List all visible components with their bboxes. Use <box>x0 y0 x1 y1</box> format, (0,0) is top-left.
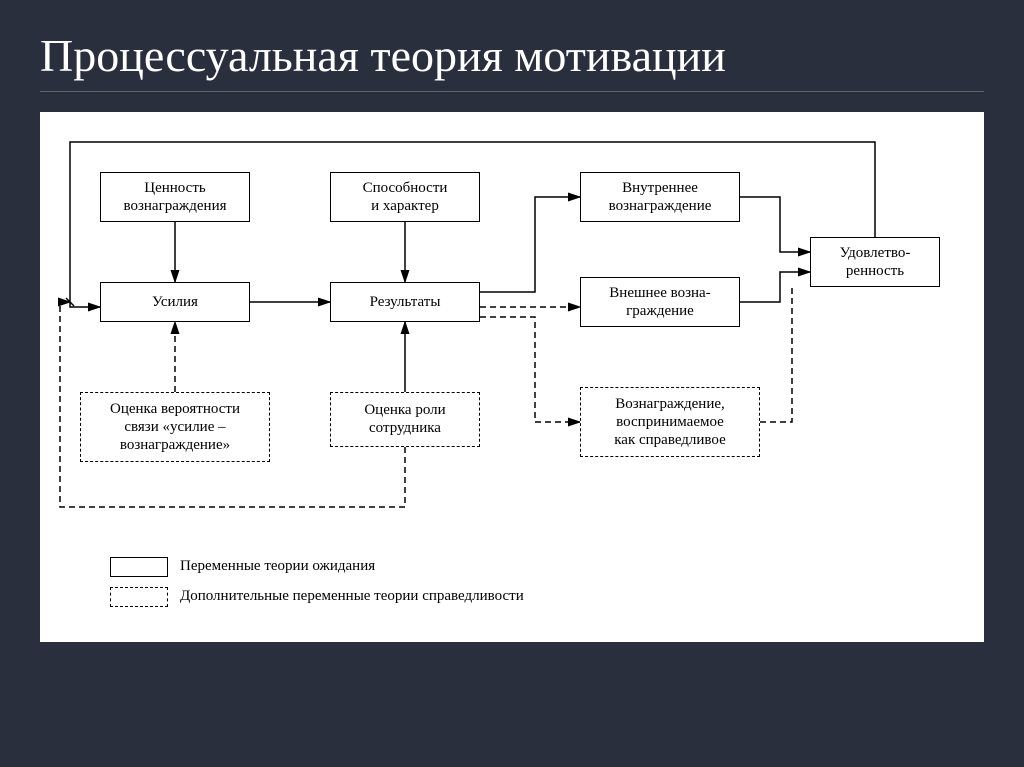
legend-box-solid <box>110 557 168 577</box>
node-n5: Результаты <box>330 282 480 322</box>
slide-title: Процессуальная теория мотивации <box>40 30 984 83</box>
legend-dashed: Дополнительные переменные теории справед… <box>110 587 524 607</box>
node-n9: Оценка ролисотрудника <box>330 392 480 447</box>
legend-label: Дополнительные переменные теории справед… <box>180 588 524 605</box>
edge-n3-n7 <box>740 197 810 252</box>
node-n10: Вознаграждение,воспринимаемоекак справед… <box>580 387 760 457</box>
node-n3: Внутреннеевознаграждение <box>580 172 740 222</box>
legend-box-dashed <box>110 587 168 607</box>
node-n7: Удовлетво-ренность <box>810 237 940 287</box>
diagram: Ценностьвознаграждения Способностии харак… <box>40 112 984 642</box>
node-n8: Оценка вероятностисвязи «усилие –вознагр… <box>80 392 270 462</box>
node-n1: Ценностьвознаграждения <box>100 172 250 222</box>
edge-n6-n7 <box>740 272 810 302</box>
legend-label: Переменные теории ожидания <box>180 558 375 575</box>
node-n2: Способностии характер <box>330 172 480 222</box>
edge-n5-n10 <box>480 317 580 422</box>
slide: Процессуальная теория мотивации Ценность… <box>0 0 1024 767</box>
title-underline <box>40 91 984 92</box>
node-n4: Усилия <box>100 282 250 322</box>
legend-solid: Переменные теории ожидания <box>110 557 375 577</box>
node-n6: Внешнее возна-граждение <box>580 277 740 327</box>
edge-n5-n3 <box>480 197 580 292</box>
edge-n10-n7 <box>760 287 792 422</box>
